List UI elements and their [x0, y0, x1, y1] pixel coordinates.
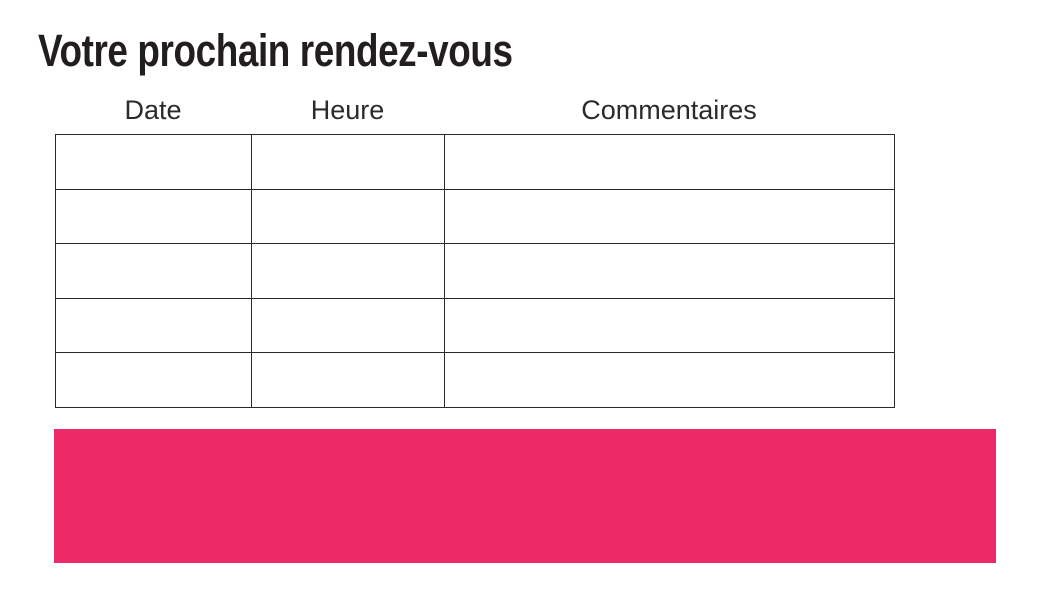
table-cell [444, 243, 895, 299]
table-row [55, 297, 895, 354]
table-cell [251, 352, 445, 408]
table-row [55, 352, 895, 408]
table-row [55, 134, 895, 190]
table-cell [251, 134, 445, 190]
table-cell [55, 243, 252, 299]
table-row [55, 243, 895, 299]
table-cell [55, 134, 252, 190]
table-cell [444, 134, 895, 190]
table-row [55, 188, 895, 245]
table-cell [251, 188, 445, 245]
appointments-table [55, 134, 895, 408]
table-cell [55, 297, 252, 354]
table-cell [251, 297, 445, 354]
table-column-headers: Date Heure Commentaires [55, 92, 894, 128]
highlight-band [54, 429, 996, 563]
column-header-commentaires: Commentaires [581, 94, 757, 125]
table-cell [444, 352, 895, 408]
column-header-date: Date [124, 94, 182, 125]
page-title: Votre prochain rendez-vous [38, 25, 513, 76]
table-cell [55, 352, 252, 408]
table-cell [251, 243, 445, 299]
table-cell [444, 188, 895, 245]
column-header-heure: Heure [310, 94, 385, 125]
table-body [55, 134, 895, 408]
table-cell [444, 297, 895, 354]
table-cell [55, 188, 252, 245]
